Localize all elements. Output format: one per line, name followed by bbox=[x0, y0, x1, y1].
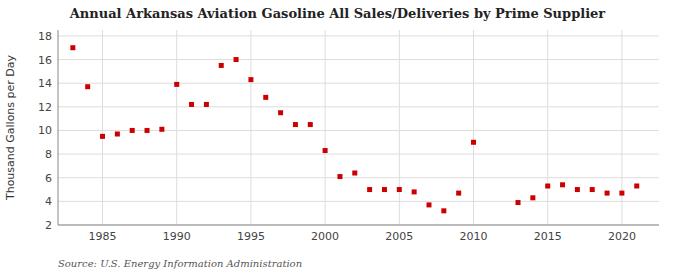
x-tick-label: 2000 bbox=[311, 230, 339, 243]
data-point bbox=[367, 187, 372, 192]
y-tick-label: 6 bbox=[45, 172, 52, 185]
y-grid-line bbox=[58, 225, 659, 226]
data-point bbox=[590, 187, 595, 192]
y-tick-label: 8 bbox=[45, 148, 52, 161]
data-point bbox=[426, 202, 431, 207]
chart-svg: Annual Arkansas Aviation Gasoline All Sa… bbox=[0, 0, 675, 275]
x-tick-label: 2015 bbox=[534, 230, 562, 243]
data-point bbox=[516, 200, 521, 205]
data-point bbox=[456, 191, 461, 196]
data-point bbox=[323, 148, 328, 153]
data-point bbox=[441, 208, 446, 213]
x-tick-label: 2005 bbox=[385, 230, 413, 243]
y-grid-line bbox=[58, 106, 659, 107]
data-point bbox=[145, 128, 150, 133]
data-point bbox=[293, 122, 298, 127]
source-note: Source: U.S. Energy Information Administ… bbox=[58, 258, 302, 269]
x-tick-label: 1985 bbox=[89, 230, 117, 243]
data-point bbox=[337, 174, 342, 179]
data-point bbox=[397, 187, 402, 192]
y-tick-label: 14 bbox=[38, 77, 52, 90]
data-point bbox=[575, 187, 580, 192]
chart-container: Annual Arkansas Aviation Gasoline All Sa… bbox=[0, 0, 675, 275]
data-point bbox=[115, 132, 120, 137]
y-axis-label: Thousand Gallons per Day bbox=[4, 54, 17, 201]
data-point bbox=[189, 102, 194, 107]
y-tick-label: 2 bbox=[45, 219, 52, 232]
data-point bbox=[382, 187, 387, 192]
y-grid-line bbox=[58, 59, 659, 60]
data-point bbox=[248, 77, 253, 82]
points bbox=[70, 45, 639, 213]
data-point bbox=[85, 84, 90, 89]
data-point bbox=[159, 127, 164, 132]
data-point bbox=[263, 95, 268, 100]
x-tick-label: 2010 bbox=[460, 230, 488, 243]
data-point bbox=[530, 195, 535, 200]
y-grid-line bbox=[58, 201, 659, 202]
y-grid-line bbox=[58, 83, 659, 84]
tick-labels: 1985 1990 1995 2000 2005 2010 2015 2020 2 4 6 8 10 12… bbox=[38, 30, 636, 243]
data-point bbox=[219, 63, 224, 68]
data-point bbox=[471, 140, 476, 145]
y-grid-line bbox=[58, 154, 659, 155]
data-point bbox=[352, 171, 357, 176]
data-point bbox=[412, 189, 417, 194]
data-point bbox=[545, 184, 550, 189]
data-point bbox=[130, 128, 135, 133]
x-tick-label: 1995 bbox=[237, 230, 265, 243]
data-point bbox=[619, 191, 624, 196]
data-point bbox=[174, 82, 179, 87]
y-tick-label: 12 bbox=[38, 101, 52, 114]
y-tick-label: 4 bbox=[45, 195, 52, 208]
data-point bbox=[560, 182, 565, 187]
x-tick-label: 1990 bbox=[163, 230, 191, 243]
data-point bbox=[100, 134, 105, 139]
x-tick-label: 2020 bbox=[608, 230, 636, 243]
grid bbox=[58, 30, 659, 225]
y-grid-line bbox=[58, 177, 659, 178]
data-point bbox=[278, 110, 283, 115]
x-axis-line bbox=[58, 225, 659, 226]
y-tick-label: 16 bbox=[38, 54, 52, 67]
y-grid-line bbox=[58, 35, 659, 36]
data-point bbox=[308, 122, 313, 127]
y-axis-line bbox=[58, 30, 59, 225]
data-point bbox=[70, 45, 75, 50]
y-tick-label: 10 bbox=[38, 124, 52, 137]
data-point bbox=[634, 184, 639, 189]
data-point bbox=[234, 57, 239, 62]
y-tick-label: 18 bbox=[38, 30, 52, 43]
data-point bbox=[204, 102, 209, 107]
chart-title: Annual Arkansas Aviation Gasoline All Sa… bbox=[69, 6, 606, 21]
data-point bbox=[605, 191, 610, 196]
